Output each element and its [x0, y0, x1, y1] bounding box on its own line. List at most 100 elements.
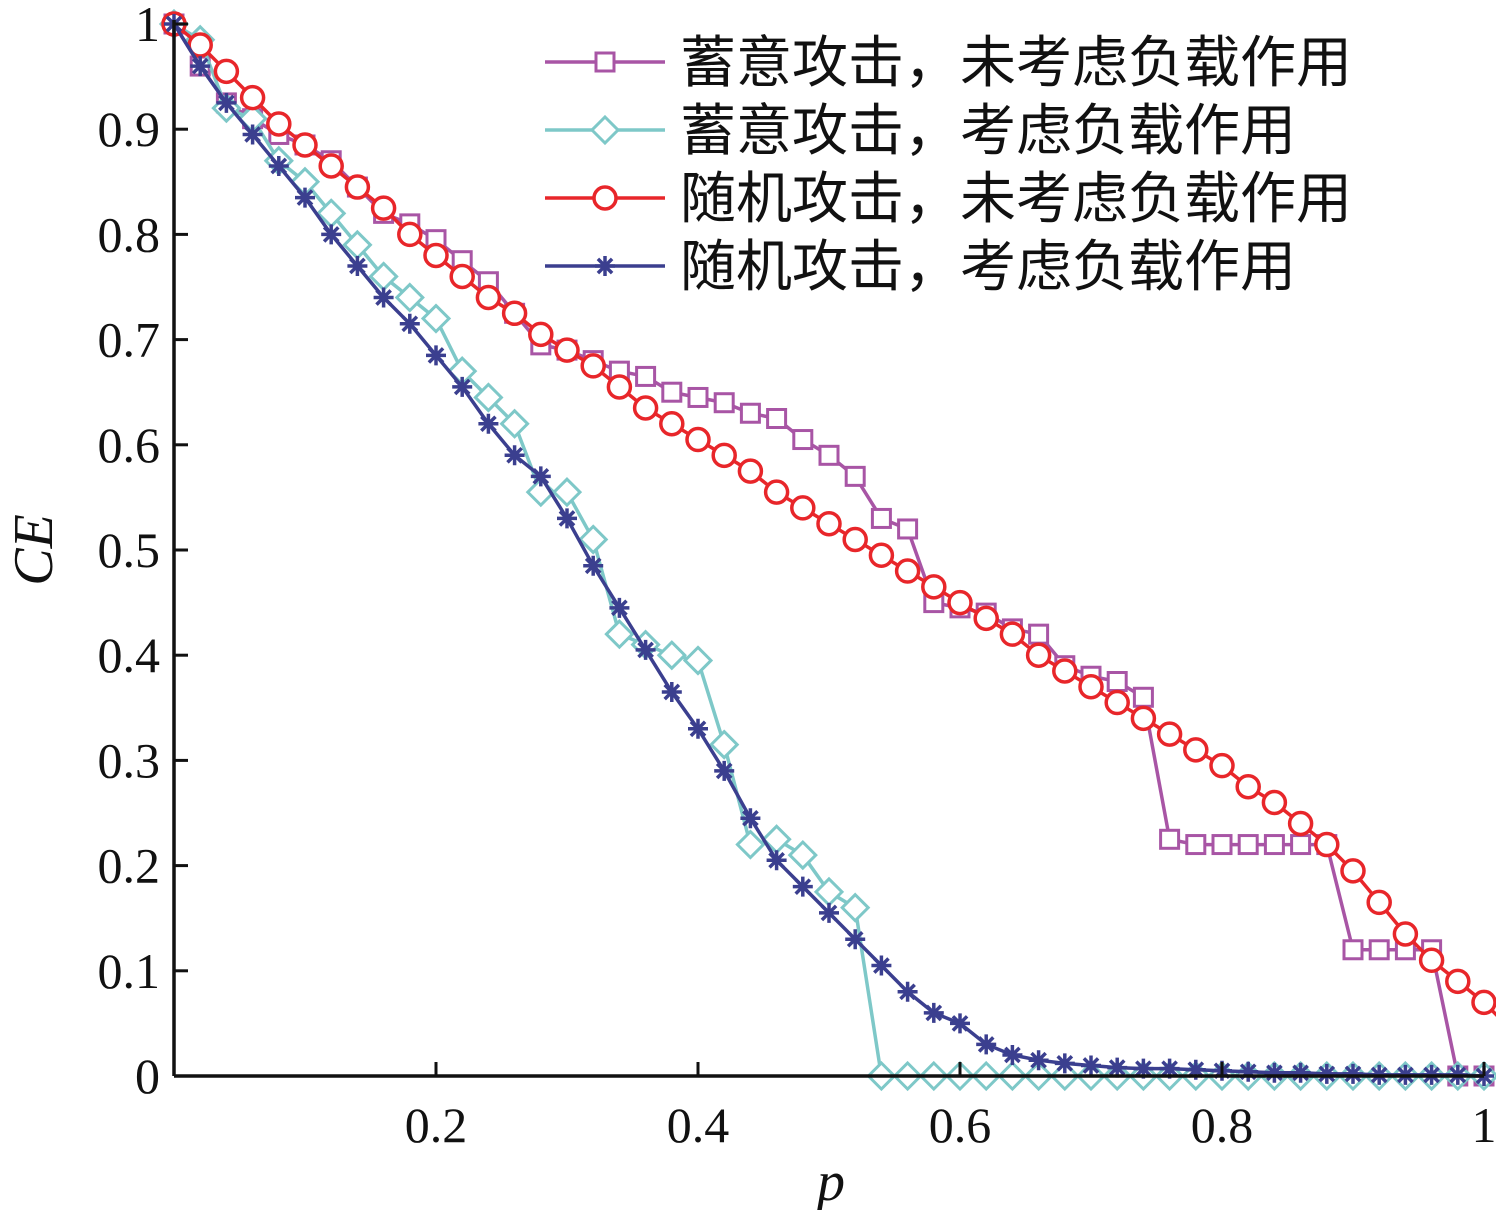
y-tick-label: 0.2 [98, 838, 161, 894]
series-4-point [819, 902, 839, 923]
series-4-point [295, 187, 315, 208]
series-1-point [1368, 939, 1390, 961]
series-1-point [766, 408, 788, 429]
series-4-point [557, 508, 577, 529]
legend-label: 随机攻击，考虑负载作用 [680, 235, 1296, 300]
legend-entry-4: 随机攻击，考虑负载作用 [545, 235, 1296, 300]
series-4-point [190, 56, 211, 77]
y-tick-label: 0.7 [98, 312, 161, 368]
series-2-point [499, 408, 530, 439]
y-tick-label: 0.8 [98, 206, 161, 262]
series-3-point [921, 574, 947, 600]
series-3-point [973, 605, 999, 632]
series-1-point [661, 381, 683, 403]
x-tick-label: 0.8 [1191, 1097, 1254, 1153]
series-3-point [1052, 658, 1078, 684]
series-2-point [473, 382, 504, 413]
series-3-point [632, 395, 659, 421]
series-3-point [1235, 773, 1261, 800]
series-3-point [370, 195, 397, 221]
series-2-point [604, 619, 635, 650]
series-4-point [216, 92, 237, 113]
series-1-point [818, 444, 840, 466]
series-3-point [528, 321, 554, 348]
series-2-point [394, 282, 425, 313]
series-4-point [635, 639, 656, 660]
series-3-point [1471, 989, 1496, 1016]
chart-marks [158, 8, 1496, 1092]
series-1-point [1263, 834, 1285, 856]
series-1-point [792, 429, 814, 451]
y-tick-label: 0.9 [98, 101, 161, 157]
y-tick-label: 0.1 [98, 943, 161, 999]
series-3-point [1314, 831, 1340, 858]
series-2-point [682, 645, 714, 676]
legend-label: 蓄意攻击，未考虑负载作用 [680, 31, 1352, 96]
series-3-point [868, 542, 895, 569]
series-4-point [1290, 1062, 1311, 1083]
legend-entry-3: 随机攻击，未考虑负载作用 [545, 167, 1352, 232]
series-3-point [947, 589, 973, 616]
series-1-point [713, 392, 735, 414]
series-4-point [373, 287, 394, 308]
series-1-point [870, 507, 892, 529]
series-3-point [1104, 689, 1130, 716]
series-4-point [1028, 1050, 1049, 1071]
y-tick-label: 1 [135, 0, 160, 52]
chart-legend: 蓄意攻击，未考虑负载作用蓄意攻击，考虑负载作用随机攻击，未考虑负载作用随机攻击，… [545, 31, 1352, 300]
y-axis-title: CE [3, 514, 65, 586]
legend-marker [592, 185, 618, 211]
series-2-point [656, 640, 687, 671]
series-4-point [792, 876, 813, 897]
chart-axes: 0.2 0.4 0.6 0.8 1 0 0.1 0.2 0.3 0.4 0.5 0.6 0.7 0.8 0.… [3, 0, 1496, 1210]
series-3-point [213, 58, 240, 85]
series-3 [161, 11, 1496, 1017]
series-4-point [897, 981, 918, 1002]
x-tick-label: 0.6 [929, 1097, 992, 1153]
series-3-point [816, 510, 842, 537]
series-2-point [578, 524, 609, 555]
series-3-point [999, 621, 1026, 647]
x-tick-label: 0.2 [405, 1097, 468, 1153]
series-3-point [790, 495, 816, 521]
series-4-point [1264, 1062, 1285, 1083]
series-1-point [739, 402, 761, 424]
series-3-point [1445, 968, 1471, 995]
series-3-point [1130, 705, 1157, 732]
legend-label: 蓄意攻击，考虑负载作用 [680, 99, 1296, 164]
series-4-point [321, 224, 342, 245]
series-1-point [1290, 834, 1312, 856]
series-4-point [845, 929, 866, 950]
series-4-point [1107, 1057, 1128, 1078]
series-3-point [1340, 858, 1366, 884]
series-4-point [950, 1013, 970, 1034]
series-1-point [1185, 834, 1207, 856]
series-3-point [1183, 737, 1209, 763]
series-3-point [239, 84, 266, 111]
series-4-point [740, 808, 761, 829]
series-3-point [580, 353, 606, 379]
series-2-point [420, 303, 452, 334]
series-3-point [1392, 921, 1419, 947]
series-4-point [399, 313, 420, 334]
series-2-point [787, 839, 818, 871]
series-3-point [763, 479, 790, 505]
series-3-point [1078, 674, 1104, 700]
series-4-point [923, 1002, 944, 1023]
series-4-point [347, 256, 368, 276]
series-3-point [737, 458, 764, 484]
series-4-point [1185, 1059, 1206, 1080]
series-4-point [268, 156, 289, 176]
series-2-point [551, 477, 583, 508]
series-3-point [501, 300, 528, 327]
series-4-point [1002, 1045, 1023, 1065]
y-tick-label: 0.5 [98, 522, 161, 578]
series-4-point [1081, 1055, 1101, 1076]
series-1-point [1237, 834, 1259, 856]
series-3-point [397, 221, 423, 248]
y-tick-label: 0.4 [98, 627, 161, 683]
x-axis-title: p [813, 1151, 845, 1210]
series-3-point [344, 174, 371, 200]
series-2-point [735, 829, 766, 860]
